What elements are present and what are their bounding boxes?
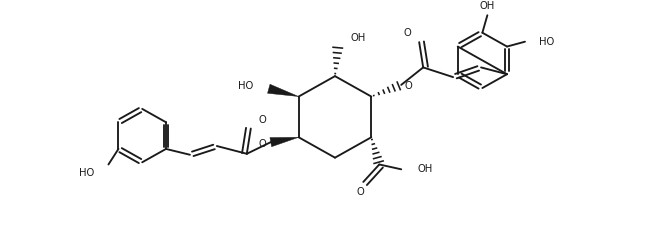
Polygon shape	[267, 84, 299, 97]
Text: O: O	[404, 81, 412, 91]
Text: HO: HO	[79, 168, 95, 178]
Text: HO: HO	[238, 81, 253, 91]
Text: O: O	[356, 187, 364, 197]
Polygon shape	[270, 137, 299, 147]
Text: OH: OH	[480, 0, 495, 11]
Text: HO: HO	[539, 37, 554, 47]
Text: OH: OH	[417, 164, 432, 174]
Text: O: O	[259, 139, 267, 149]
Text: O: O	[403, 29, 411, 38]
Text: OH: OH	[351, 33, 366, 43]
Text: O: O	[259, 115, 267, 125]
